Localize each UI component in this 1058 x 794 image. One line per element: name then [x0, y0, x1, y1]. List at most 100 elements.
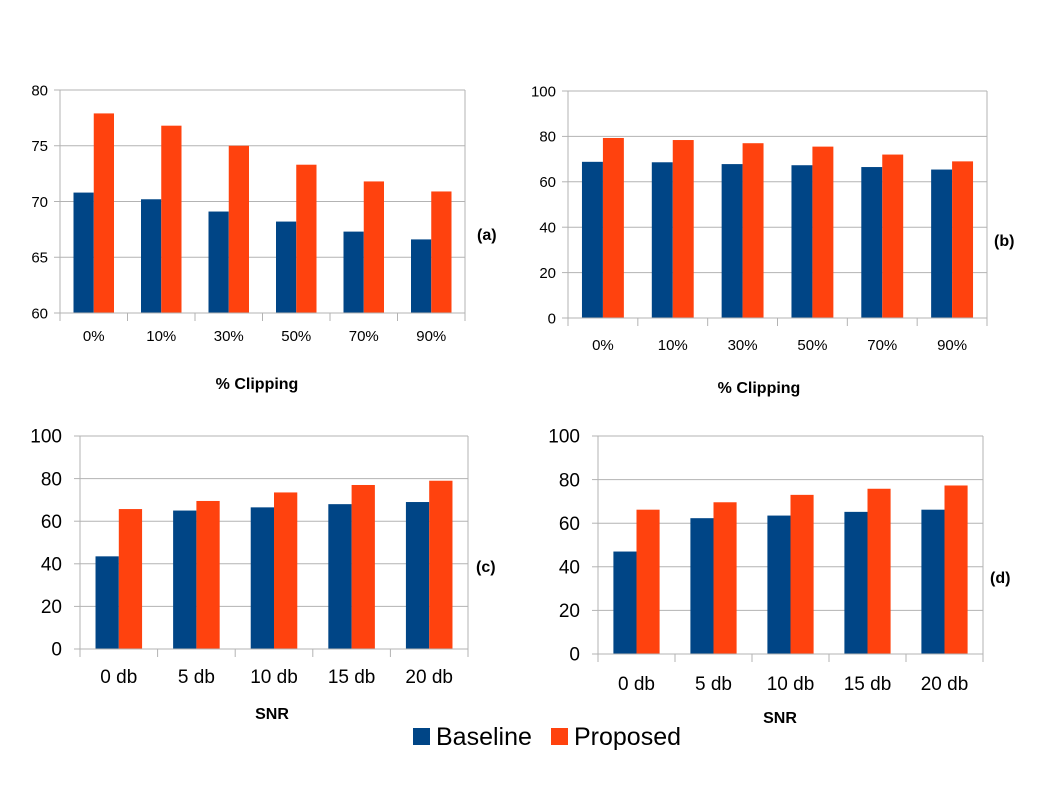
y-tick-label: 80 [539, 129, 556, 146]
proposed-bar-3 [274, 492, 298, 649]
baseline-bar-1 [95, 556, 119, 649]
baseline-bar-1 [73, 192, 94, 313]
proposed-bar-5 [429, 480, 453, 649]
x-axis-title: % Clipping [718, 380, 801, 397]
y-tick-label: 0 [548, 310, 556, 327]
baseline-bar-4 [791, 165, 813, 318]
proposed-bar-2 [161, 125, 182, 314]
baseline-bar-5 [343, 231, 364, 313]
x-tick-label: 50% [281, 328, 311, 345]
proposed-bar-2 [196, 500, 220, 649]
proposed-bar-4 [351, 484, 375, 649]
y-tick-label: 80 [41, 469, 62, 490]
chart-panel-4: 0 20 40 60 80 100 0 db 5 db 10 db 15 db 20 db SNR (d… [548, 427, 1010, 727]
baseline-bar-5 [861, 167, 883, 318]
baseline-bar-4 [328, 504, 352, 649]
x-tick-label: 90% [416, 328, 446, 345]
proposed-bar-1 [602, 137, 624, 318]
y-tick-label: 80 [559, 470, 580, 491]
x-axis-title: % Clipping [216, 376, 299, 393]
y-tick-label: 20 [559, 601, 580, 622]
legend-swatch-baseline [413, 728, 430, 745]
x-tick-label: 30% [728, 337, 758, 354]
baseline-bar-4 [276, 221, 297, 313]
y-tick-label: 60 [31, 305, 48, 322]
baseline-bar-5 [405, 502, 430, 649]
legend-swatch-proposed [551, 728, 568, 745]
x-tick-label: 10% [658, 337, 688, 354]
y-tick-label: 40 [559, 557, 580, 578]
x-tick-label: 10 db [767, 674, 815, 695]
legend-label-proposed: Proposed [574, 723, 681, 751]
proposed-bar-1 [118, 509, 143, 649]
x-tick-label: 20 db [921, 674, 969, 695]
panel-tag: (b) [994, 233, 1014, 250]
y-tick-label: 0 [51, 640, 62, 661]
baseline-bar-3 [250, 507, 274, 649]
y-tick-label: 40 [41, 554, 62, 575]
x-tick-label: 0% [83, 328, 105, 345]
proposed-bar-4 [867, 488, 891, 654]
baseline-bar-4 [844, 511, 868, 654]
x-tick-label: 20 db [405, 667, 453, 688]
proposed-bar-4 [812, 146, 834, 318]
baseline-bar-2 [173, 510, 197, 649]
x-tick-label: 70% [349, 328, 379, 345]
baseline-bar-6 [411, 239, 432, 313]
baseline-bar-3 [721, 164, 743, 318]
x-tick-label: 50% [797, 337, 827, 354]
proposed-bar-3 [790, 494, 814, 654]
x-tick-label: 70% [867, 337, 897, 354]
y-tick-label: 80 [31, 82, 48, 99]
x-tick-label: 5 db [178, 667, 215, 688]
x-tick-label: 0 db [100, 667, 137, 688]
proposed-bar-5 [882, 154, 904, 318]
x-tick-label: 5 db [695, 674, 732, 695]
y-tick-label: 0 [569, 645, 580, 666]
proposed-bar-3 [742, 143, 764, 318]
proposed-bar-2 [672, 140, 694, 318]
y-tick-label: 100 [30, 427, 62, 448]
x-tick-label: 90% [937, 337, 967, 354]
baseline-bar-3 [767, 515, 791, 654]
chart-panel-3: 0 20 40 60 80 100 0 db 5 db 10 db 15 db 20 db SNR (c… [30, 427, 495, 723]
proposed-bar-3 [228, 145, 249, 313]
y-tick-label: 75 [31, 138, 48, 155]
proposed-bar-6 [952, 161, 974, 318]
baseline-bar-2 [690, 518, 714, 654]
legend: Baseline Proposed [413, 723, 681, 751]
x-tick-label: 30% [214, 328, 244, 345]
proposed-bar-5 [944, 485, 968, 654]
baseline-bar-2 [651, 162, 673, 318]
panel-tag: (a) [477, 227, 497, 244]
x-axis-title: SNR [763, 710, 797, 727]
baseline-bar-1 [613, 551, 637, 654]
proposed-bar-4 [296, 164, 317, 313]
legend-label-baseline: Baseline [436, 723, 532, 751]
baseline-bar-3 [208, 211, 229, 313]
y-tick-label: 100 [548, 427, 580, 448]
x-axis-title: SNR [255, 706, 289, 723]
y-tick-label: 100 [531, 83, 556, 100]
x-tick-label: 0 db [618, 674, 655, 695]
proposed-bar-1 [636, 509, 660, 654]
y-tick-label: 60 [41, 512, 62, 533]
x-tick-label: 15 db [328, 667, 376, 688]
x-tick-label: 0% [592, 337, 614, 354]
y-tick-label: 20 [539, 265, 556, 282]
y-tick-label: 70 [31, 194, 48, 211]
chart-panel-1: 60 65 70 75 80 0% 10% 30% 50% 70% 90% % Clipping (a) [31, 82, 496, 393]
panel-tag: (c) [476, 559, 496, 576]
y-tick-label: 65 [31, 250, 48, 267]
proposed-bar-1 [93, 113, 114, 313]
baseline-bar-2 [141, 199, 162, 313]
y-tick-label: 60 [539, 174, 556, 191]
proposed-bar-2 [713, 502, 737, 654]
x-tick-label: 10 db [250, 667, 298, 688]
baseline-bar-1 [581, 161, 603, 318]
y-tick-label: 40 [539, 219, 556, 236]
proposed-bar-6 [431, 191, 452, 313]
y-tick-label: 20 [41, 597, 62, 618]
x-tick-label: 15 db [844, 674, 892, 695]
y-tick-label: 60 [559, 514, 580, 535]
